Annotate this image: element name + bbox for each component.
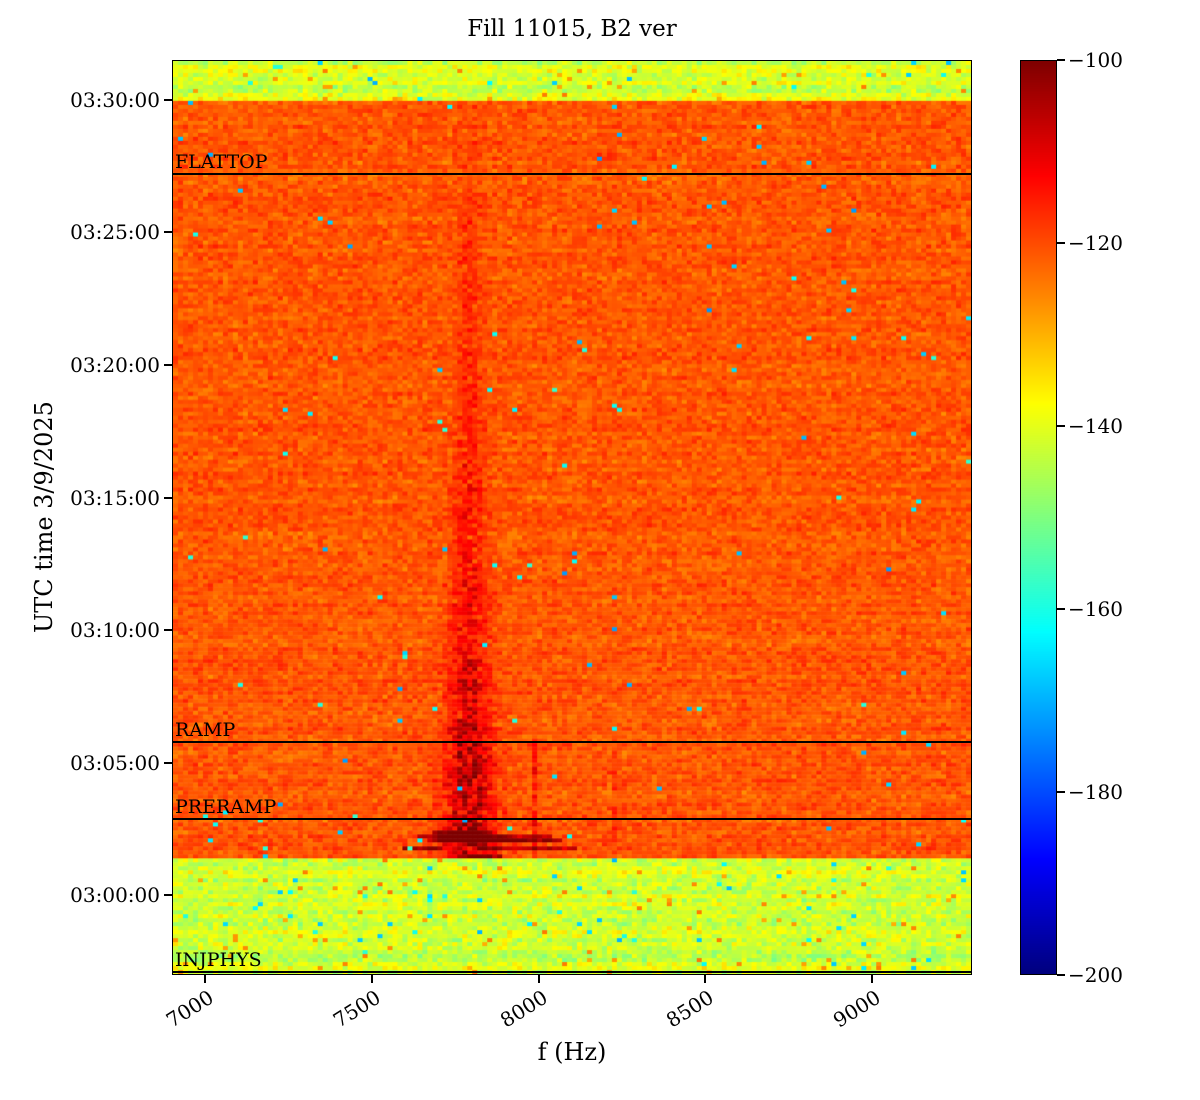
y-axis-label: UTC time 3/9/2025: [30, 401, 58, 633]
y-tick-label: 03:20:00: [70, 353, 160, 377]
x-tick-label: 8500: [662, 985, 719, 1033]
tick-mark: [164, 496, 172, 499]
phase-label-flattop: FLATTOP: [175, 150, 268, 173]
chart-title: Fill 11015, B2 ver: [467, 16, 677, 42]
colorbar-tick-label: −140: [1068, 414, 1123, 438]
tick-mark: [704, 975, 707, 983]
x-axis-label: f (Hz): [537, 1038, 607, 1066]
y-tick-label: 03:25:00: [70, 220, 160, 245]
spectrogram-plot: FLATTOP RAMP PRERAMP INJPHYS: [172, 60, 972, 975]
x-tick-label: 7500: [328, 985, 385, 1033]
colorbar-canvas: [1021, 61, 1056, 974]
phase-line-ramp: [173, 741, 971, 744]
tick-mark: [1057, 791, 1065, 793]
tick-mark: [164, 364, 172, 366]
colorbar-tick-label: −120: [1068, 231, 1123, 255]
tick-mark: [871, 975, 873, 983]
phase-line-flattop: [173, 172, 971, 175]
tick-mark: [164, 894, 172, 897]
colorbar-tick-label: −160: [1068, 597, 1123, 621]
tick-mark: [1057, 425, 1065, 427]
phase-line-injphys: [173, 971, 971, 974]
phase-label-preramp: PRERAMP: [175, 795, 277, 818]
tick-mark: [164, 629, 172, 632]
spectrogram-canvas: [173, 61, 971, 974]
x-tick-label: 7000: [162, 985, 219, 1033]
tick-mark: [164, 231, 172, 234]
tick-mark: [1057, 608, 1065, 610]
tick-mark: [164, 761, 172, 764]
tick-mark: [204, 975, 207, 983]
annotation-layer: FLATTOP RAMP PRERAMP INJPHYS: [173, 61, 971, 974]
colorbar-tick-label: −200: [1068, 963, 1123, 987]
phase-label-ramp: RAMP: [175, 719, 236, 742]
y-tick-label: 03:30:00: [70, 87, 160, 112]
y-tick-label: 03:00:00: [70, 883, 160, 908]
phase-label-injphys: INJPHYS: [175, 949, 262, 972]
y-tick-label: 03:10:00: [70, 618, 160, 643]
x-tick-label: 9000: [828, 985, 885, 1033]
phase-line-preramp: [173, 817, 971, 820]
tick-mark: [164, 98, 172, 101]
tick-mark: [371, 975, 373, 983]
tick-mark: [1057, 242, 1065, 244]
y-tick-label: 03:05:00: [70, 750, 160, 775]
tick-mark: [537, 975, 540, 983]
colorbar-tick-label: −180: [1068, 780, 1123, 804]
colorbar-tick-label: −100: [1068, 48, 1123, 72]
tick-mark: [1057, 974, 1065, 976]
y-tick-label: 03:15:00: [70, 485, 160, 510]
colorbar: [1020, 60, 1057, 975]
tick-mark: [1057, 59, 1065, 61]
